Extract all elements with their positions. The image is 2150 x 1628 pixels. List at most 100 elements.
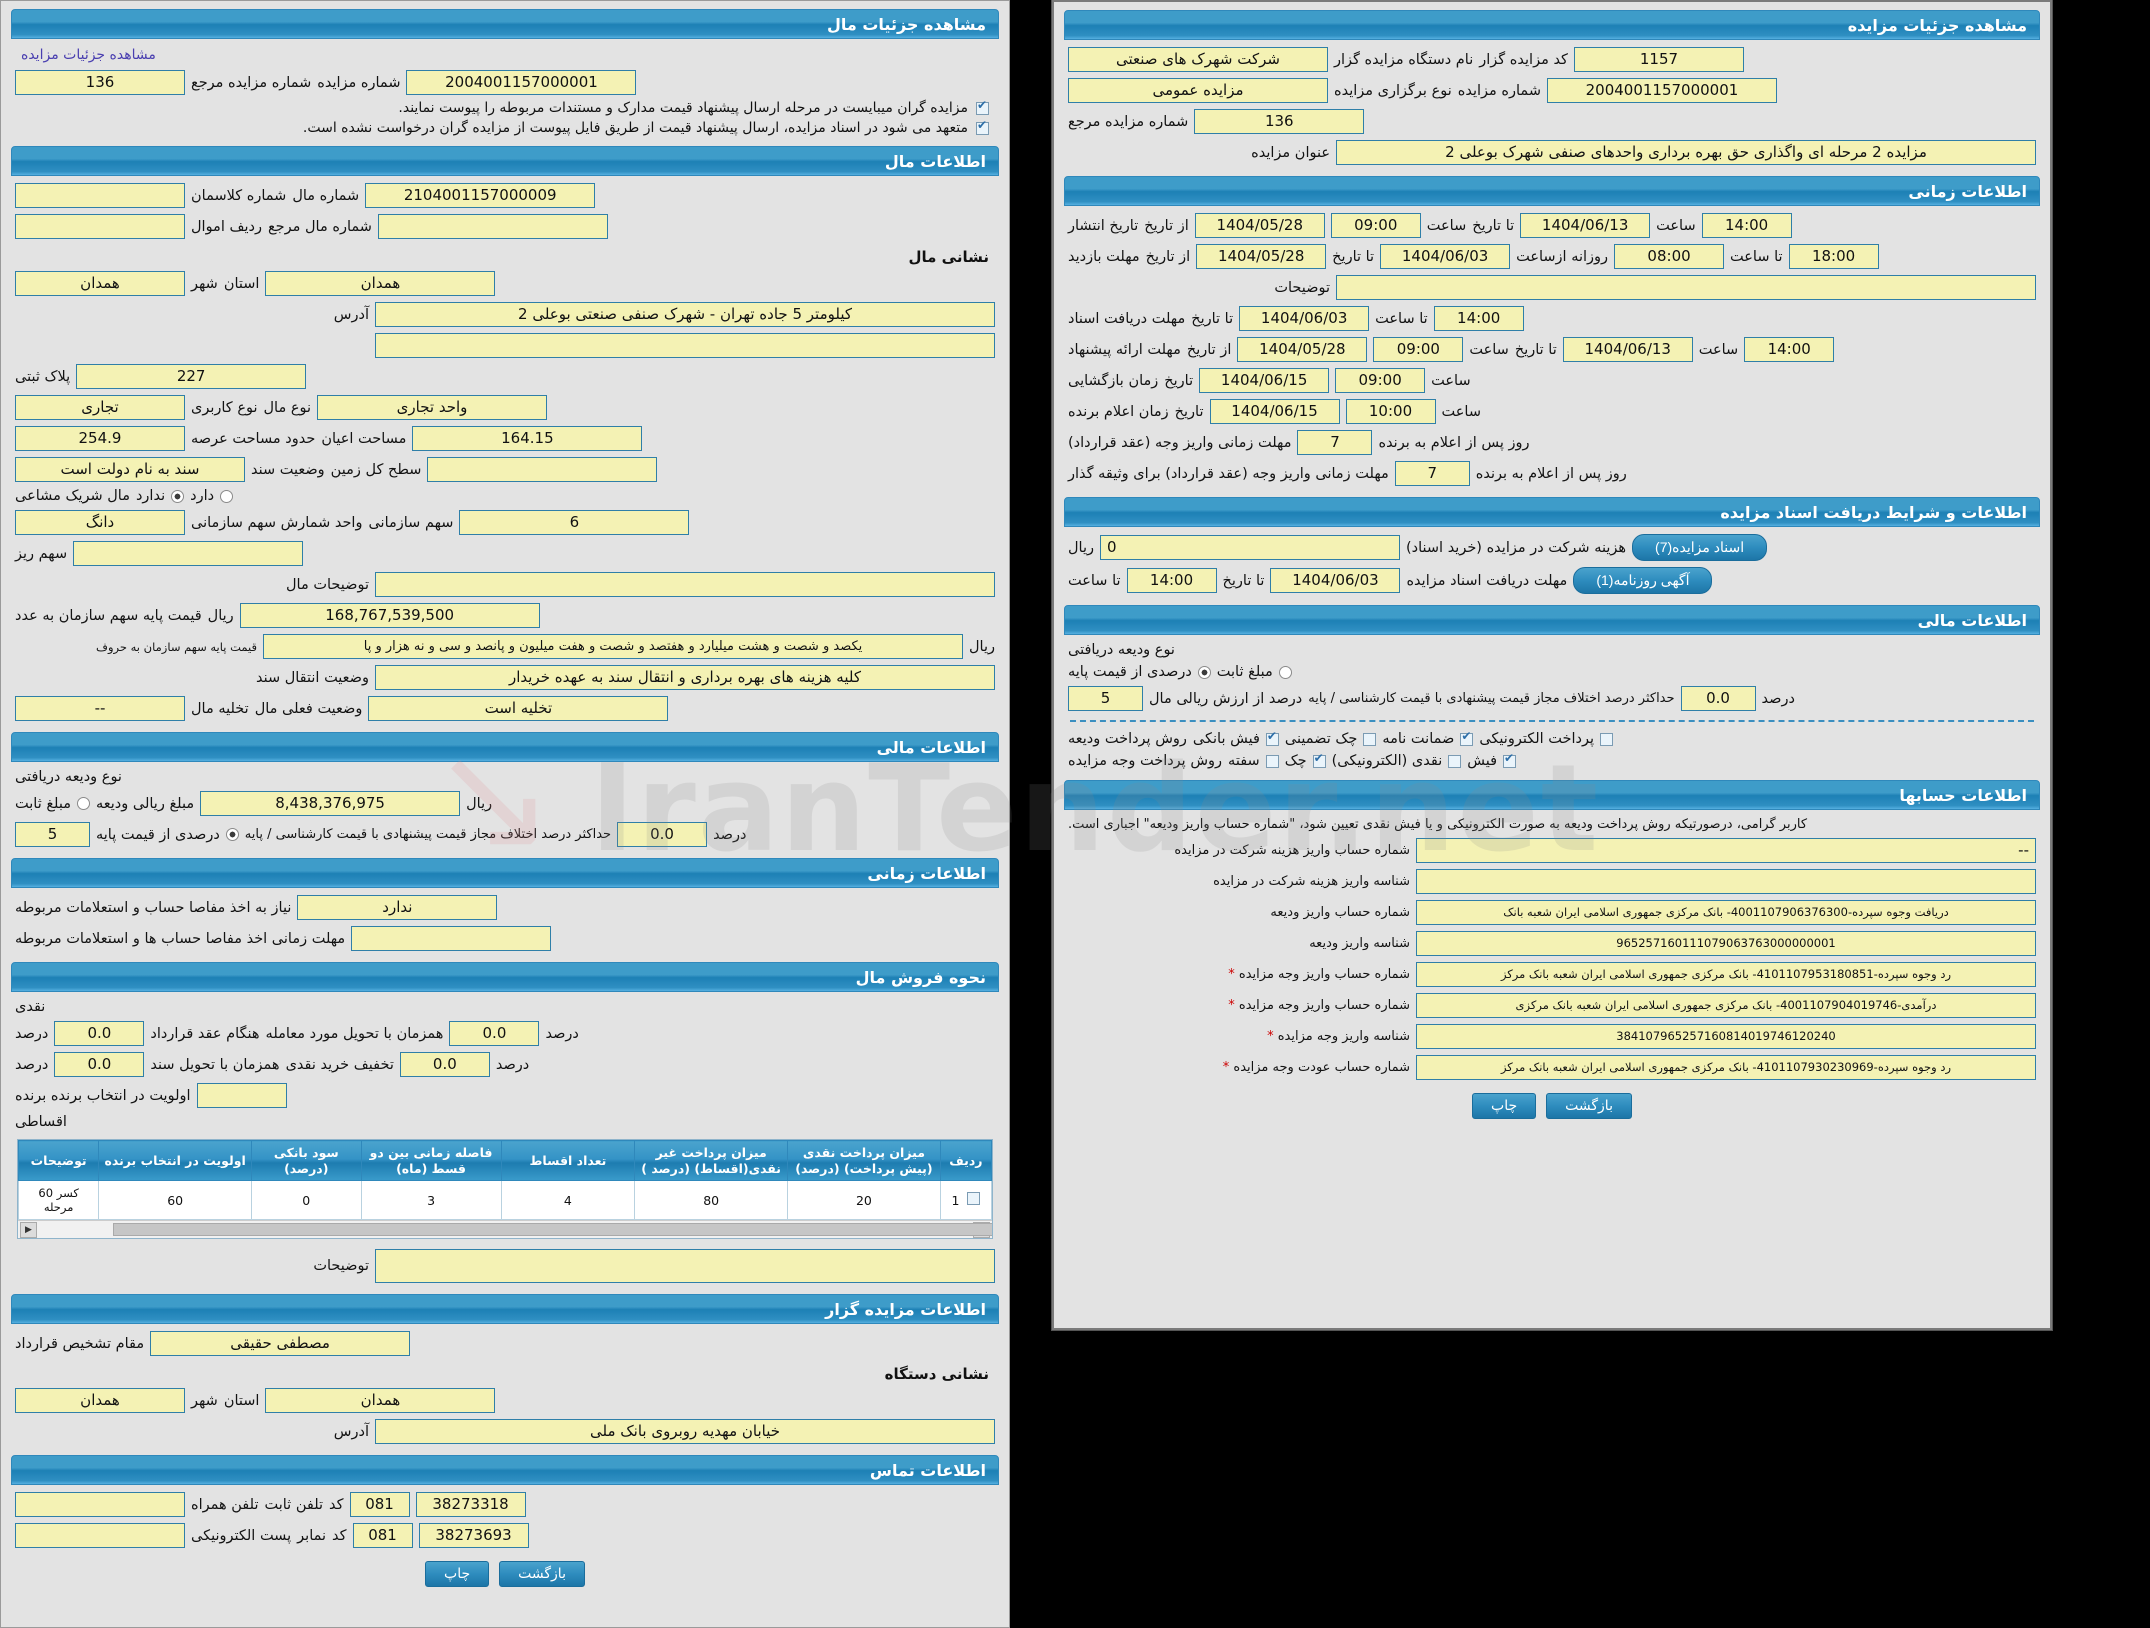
deposit-method-1-checkbox[interactable]: [1460, 730, 1474, 746]
account-value-6[interactable]: 384107965257160814019746120240: [1416, 1024, 2036, 1049]
land-level-value[interactable]: [427, 457, 658, 482]
at-contract-value[interactable]: 0.0: [54, 1021, 145, 1046]
account-value-0[interactable]: --: [1416, 838, 2036, 863]
docs-deadline-date-value[interactable]: 1404/06/03: [1270, 568, 1401, 593]
device-province-value[interactable]: همدان: [265, 1388, 496, 1414]
deposit-method-0-checkbox[interactable]: [1599, 732, 1613, 746]
offer-to-time-value[interactable]: 14:00: [1744, 337, 1835, 362]
percent-value-left[interactable]: 5: [15, 822, 90, 847]
usage-value[interactable]: تجاری: [15, 395, 185, 420]
winner-priority-value[interactable]: [196, 1083, 287, 1108]
evacuation-value[interactable]: --: [15, 696, 185, 721]
auction-pay-0-checkbox[interactable]: [1503, 752, 1517, 768]
device-address-value[interactable]: خیابان مهدیه روبروی بانک ملی: [375, 1419, 995, 1445]
docs-cost-value[interactable]: 0: [1100, 535, 1400, 560]
email-value[interactable]: [15, 1523, 185, 1549]
max-diff-value-right[interactable]: 0.0: [1680, 686, 1756, 711]
auction-documents-button[interactable]: اسناد مزایده(7): [1632, 534, 1768, 561]
account-value-3[interactable]: 965257160111079063763000000001: [1416, 931, 2036, 956]
auctioneer-name-value[interactable]: شرکت شهرک های صنعتی: [1068, 47, 1328, 72]
asset-number-value[interactable]: 2104001157000009: [365, 183, 596, 208]
building-area-value[interactable]: 164.15: [412, 426, 643, 451]
org-share-unit-value[interactable]: دانگ: [15, 510, 185, 535]
transfer-status-value[interactable]: کلیه هزینه های بهره برداری و انتقال سند …: [375, 665, 995, 690]
ref-auction-number-value[interactable]: 136: [15, 70, 185, 95]
ref-asset-number-value[interactable]: [377, 214, 608, 239]
fixed-amount-radio[interactable]: [77, 797, 90, 810]
share-detail-value[interactable]: [73, 541, 304, 566]
publish-to-time-value[interactable]: 14:00: [1701, 213, 1792, 238]
scroll-left-arrow-icon[interactable]: ▶: [20, 1221, 37, 1238]
ref-number-value-right[interactable]: 136: [1194, 109, 1365, 134]
classification-value[interactable]: [15, 183, 185, 208]
visit-daily-from-value[interactable]: 08:00: [1614, 244, 1725, 269]
org-share-value[interactable]: 6: [459, 510, 690, 535]
doc-status-value[interactable]: سند به نام دولت است: [15, 457, 245, 482]
clearance-value[interactable]: ندارد: [297, 895, 498, 920]
deposit-rial-value[interactable]: 8,438,376,975: [200, 791, 461, 816]
at-delivery-value[interactable]: 0.0: [449, 1021, 540, 1046]
scroll-thumb[interactable]: [113, 1223, 992, 1237]
docs-deadline-time-value[interactable]: 14:00: [1126, 568, 1217, 593]
auction-type-value[interactable]: مزایده عمومی: [1068, 78, 1328, 103]
city-value[interactable]: همدان: [15, 271, 185, 296]
fixed-amount-radio-right[interactable]: [1278, 665, 1292, 679]
deposit-method-3-checkbox[interactable]: [1265, 730, 1279, 746]
asset-type-value[interactable]: واحد تجاری: [317, 395, 548, 420]
max-diff-value-left[interactable]: 0.0: [617, 822, 708, 847]
at-doc-delivery-value[interactable]: 0.0: [54, 1052, 145, 1077]
authority-value[interactable]: مصطفی حقیقی: [150, 1331, 411, 1357]
cash-discount-value[interactable]: 0.0: [399, 1052, 490, 1077]
print-button-right[interactable]: چاپ: [1472, 1093, 1537, 1119]
landline-value[interactable]: 38273318: [415, 1492, 526, 1518]
address-line2-value[interactable]: [375, 333, 995, 358]
table-horizontal-scrollbar[interactable]: ◀ ▶: [18, 1220, 992, 1239]
opening-date-value[interactable]: 1404/06/15: [1199, 368, 1330, 393]
publish-from-value[interactable]: 1404/05/28: [1194, 213, 1325, 238]
auction-pay-2-checkbox[interactable]: [1312, 752, 1326, 768]
back-button-right[interactable]: بازگشت: [1546, 1093, 1632, 1119]
deposit-days-value[interactable]: 7: [1297, 430, 1373, 455]
percent-of-base-radio[interactable]: [225, 828, 239, 841]
auction-pay-1-checkbox[interactable]: [1448, 754, 1462, 768]
docs-to-time-value[interactable]: 14:00: [1433, 306, 1524, 331]
account-value-4[interactable]: رد وجوه سپرده-4101107953180851- بانک مرک…: [1416, 962, 2036, 987]
asset-desc-value[interactable]: [375, 572, 995, 597]
auction-pay-3-checkbox[interactable]: [1265, 754, 1279, 768]
opening-time-value[interactable]: 09:00: [1335, 368, 1426, 393]
clearance-time-value[interactable]: [351, 926, 552, 951]
guarantee-days-value[interactable]: 7: [1394, 461, 1470, 486]
mobile-value[interactable]: [15, 1492, 185, 1518]
account-value-7[interactable]: رد وجوه سپرده-4101107930230969- بانک مرک…: [1416, 1055, 2036, 1080]
deposit-method-2-checkbox[interactable]: [1363, 732, 1377, 746]
docs-to-date-value[interactable]: 1404/06/03: [1239, 306, 1370, 331]
address-value[interactable]: کیلومتر 5 جاده تهران - شهرک صنفی صنعتی ب…: [375, 302, 995, 327]
auction-title-value[interactable]: مزایده 2 مرحله ای واگذاری حق بهره برداری…: [1336, 140, 2036, 165]
plate-value[interactable]: 227: [76, 364, 307, 389]
offer-from-time-value[interactable]: 09:00: [1373, 337, 1464, 362]
base-price-words-value[interactable]: یکصد و شصت و هشت میلیارد و هفتصد و شصت و…: [263, 634, 963, 659]
percent-of-base-radio-right[interactable]: [1197, 665, 1211, 679]
land-area-value[interactable]: 254.9: [15, 426, 185, 451]
shared-has-radio[interactable]: [220, 489, 234, 503]
base-price-value[interactable]: 168,767,539,500: [239, 603, 540, 628]
current-status-value[interactable]: تخلیه است: [368, 696, 669, 721]
landline-code-value[interactable]: 081: [349, 1492, 410, 1518]
account-value-5[interactable]: درآمدی-4001107904019746- بانک مرکزی جمهو…: [1416, 993, 2036, 1018]
account-value-2[interactable]: دریافت وجوه سپرده-4001107906376300- بانک…: [1416, 900, 2036, 925]
view-auction-details-link[interactable]: مشاهده جزئیات مزایده: [21, 47, 156, 63]
auction-number-value[interactable]: 2004001157000001: [406, 70, 637, 95]
device-city-value[interactable]: همدان: [15, 1388, 185, 1414]
print-button-left[interactable]: چاپ: [425, 1561, 490, 1588]
row-checkbox[interactable]: [967, 1192, 981, 1206]
back-button-left[interactable]: بازگشت: [499, 1561, 585, 1588]
visit-daily-to-value[interactable]: 18:00: [1788, 244, 1879, 269]
fax-value[interactable]: 38273693: [418, 1523, 529, 1549]
fax-code-value[interactable]: 081: [352, 1523, 413, 1549]
percent-value-right[interactable]: 5: [1068, 686, 1143, 711]
winner-date-value[interactable]: 1404/06/15: [1209, 399, 1340, 424]
publish-to-value[interactable]: 1404/06/13: [1520, 213, 1651, 238]
account-value-1[interactable]: [1416, 869, 2036, 894]
comments-value[interactable]: [375, 1249, 995, 1284]
visit-to-value[interactable]: 1404/06/03: [1380, 244, 1511, 269]
